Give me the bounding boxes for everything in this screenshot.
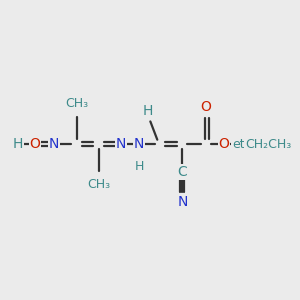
Text: N: N: [177, 194, 188, 208]
Text: H: H: [13, 137, 23, 151]
Text: CH₃: CH₃: [65, 97, 88, 110]
Text: N: N: [134, 137, 144, 151]
Text: O: O: [29, 137, 40, 151]
Text: C: C: [178, 165, 187, 179]
Text: CH₃: CH₃: [87, 178, 110, 191]
Text: H: H: [142, 104, 153, 118]
Text: O: O: [219, 137, 230, 151]
Text: N: N: [49, 137, 59, 151]
Text: N: N: [116, 137, 126, 151]
Text: H: H: [134, 160, 144, 173]
Text: O: O: [201, 100, 212, 114]
Text: CH₂CH₃: CH₂CH₃: [245, 138, 291, 151]
Text: ethyl: ethyl: [232, 138, 263, 151]
